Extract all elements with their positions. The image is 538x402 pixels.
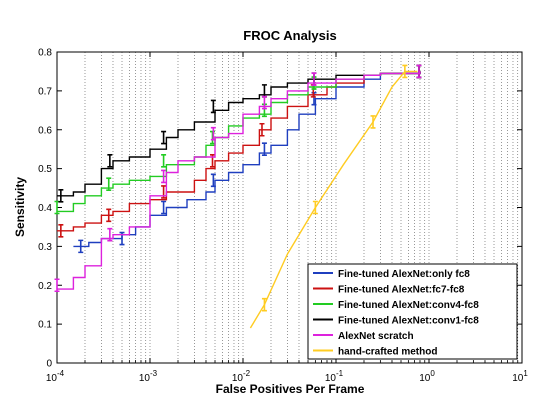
ticks-layer: 10-4 10-3 10-2 10-1 100 101 0 0.1 0.2 0.3 0.4 0.5 0.… [38, 48, 528, 385]
series-line [249, 70, 418, 329]
legend: Fine-tuned AlexNet:only fc8 Fine-tuned Al… [307, 263, 518, 360]
x-tick-label: 10-1 [325, 369, 344, 384]
series-group [54, 64, 422, 215]
y-tick-label: 0.2 [38, 281, 52, 292]
legend-entry: Fine-tuned AlexNet:conv1-fc8 [338, 316, 479, 327]
series-group [57, 64, 422, 238]
y-tick-label: 0.7 [38, 86, 52, 97]
legend-entry: Fine-tuned AlexNet:conv4-fc8 [338, 300, 479, 311]
error-bar [78, 239, 84, 254]
y-tick-label: 0.8 [38, 48, 52, 59]
y-axis-label: Sensitivity [13, 177, 27, 237]
y-tick-label: 0.6 [38, 125, 52, 136]
series-line [57, 71, 421, 197]
y-tick-label: 0.5 [38, 164, 52, 175]
error-bar [58, 224, 64, 238]
x-axis-label: False Positives Per Frame [216, 382, 365, 396]
legend-entry: hand-crafted method [338, 347, 437, 358]
error-bar [106, 208, 112, 223]
series-group [249, 64, 418, 329]
x-tick-label: 10-4 [46, 369, 65, 384]
error-bar [261, 297, 267, 312]
series-group [73, 64, 422, 254]
error-bar [210, 173, 216, 188]
error-bar [58, 189, 64, 203]
error-bar [210, 130, 216, 145]
error-bar [210, 99, 216, 114]
error-bar [54, 278, 60, 293]
x-tick-label: 101 [512, 369, 528, 384]
y-tick-label: 0.3 [38, 242, 52, 253]
error-bar [416, 64, 422, 79]
error-bar [370, 115, 376, 129]
error-bar [402, 64, 408, 79]
legend-entry: Fine-tuned AlexNet:only fc8 [338, 269, 470, 280]
error-bar [312, 200, 318, 215]
error-bar [106, 177, 112, 191]
error-bar [210, 126, 216, 141]
error-bar [259, 122, 265, 137]
series-layer [54, 64, 422, 329]
series-group [54, 64, 422, 293]
series-line [73, 71, 421, 248]
chart-title: FROC Analysis [243, 28, 336, 43]
grid-layer [84, 52, 519, 363]
error-bar [261, 142, 267, 156]
legend-box [307, 263, 518, 360]
x-tick-label: 10-2 [232, 369, 251, 384]
error-bar [107, 154, 113, 168]
error-bar [161, 169, 167, 184]
error-bar [107, 227, 113, 242]
error-bar [161, 130, 167, 145]
error-bar [311, 72, 317, 87]
x-tick-label: 10-3 [139, 369, 158, 384]
y-tick-label: 0 [46, 359, 52, 370]
x-tick-label: 100 [419, 369, 435, 384]
legend-entry: AlexNet scratch [338, 331, 414, 342]
legend-entry: Fine-tuned AlexNet:fc7-fc8 [338, 285, 465, 296]
y-tick-label: 0.4 [38, 203, 52, 214]
error-bar [261, 95, 267, 110]
error-bar [161, 154, 167, 168]
y-tick-label: 0.1 [38, 320, 52, 331]
error-bar [161, 200, 167, 215]
